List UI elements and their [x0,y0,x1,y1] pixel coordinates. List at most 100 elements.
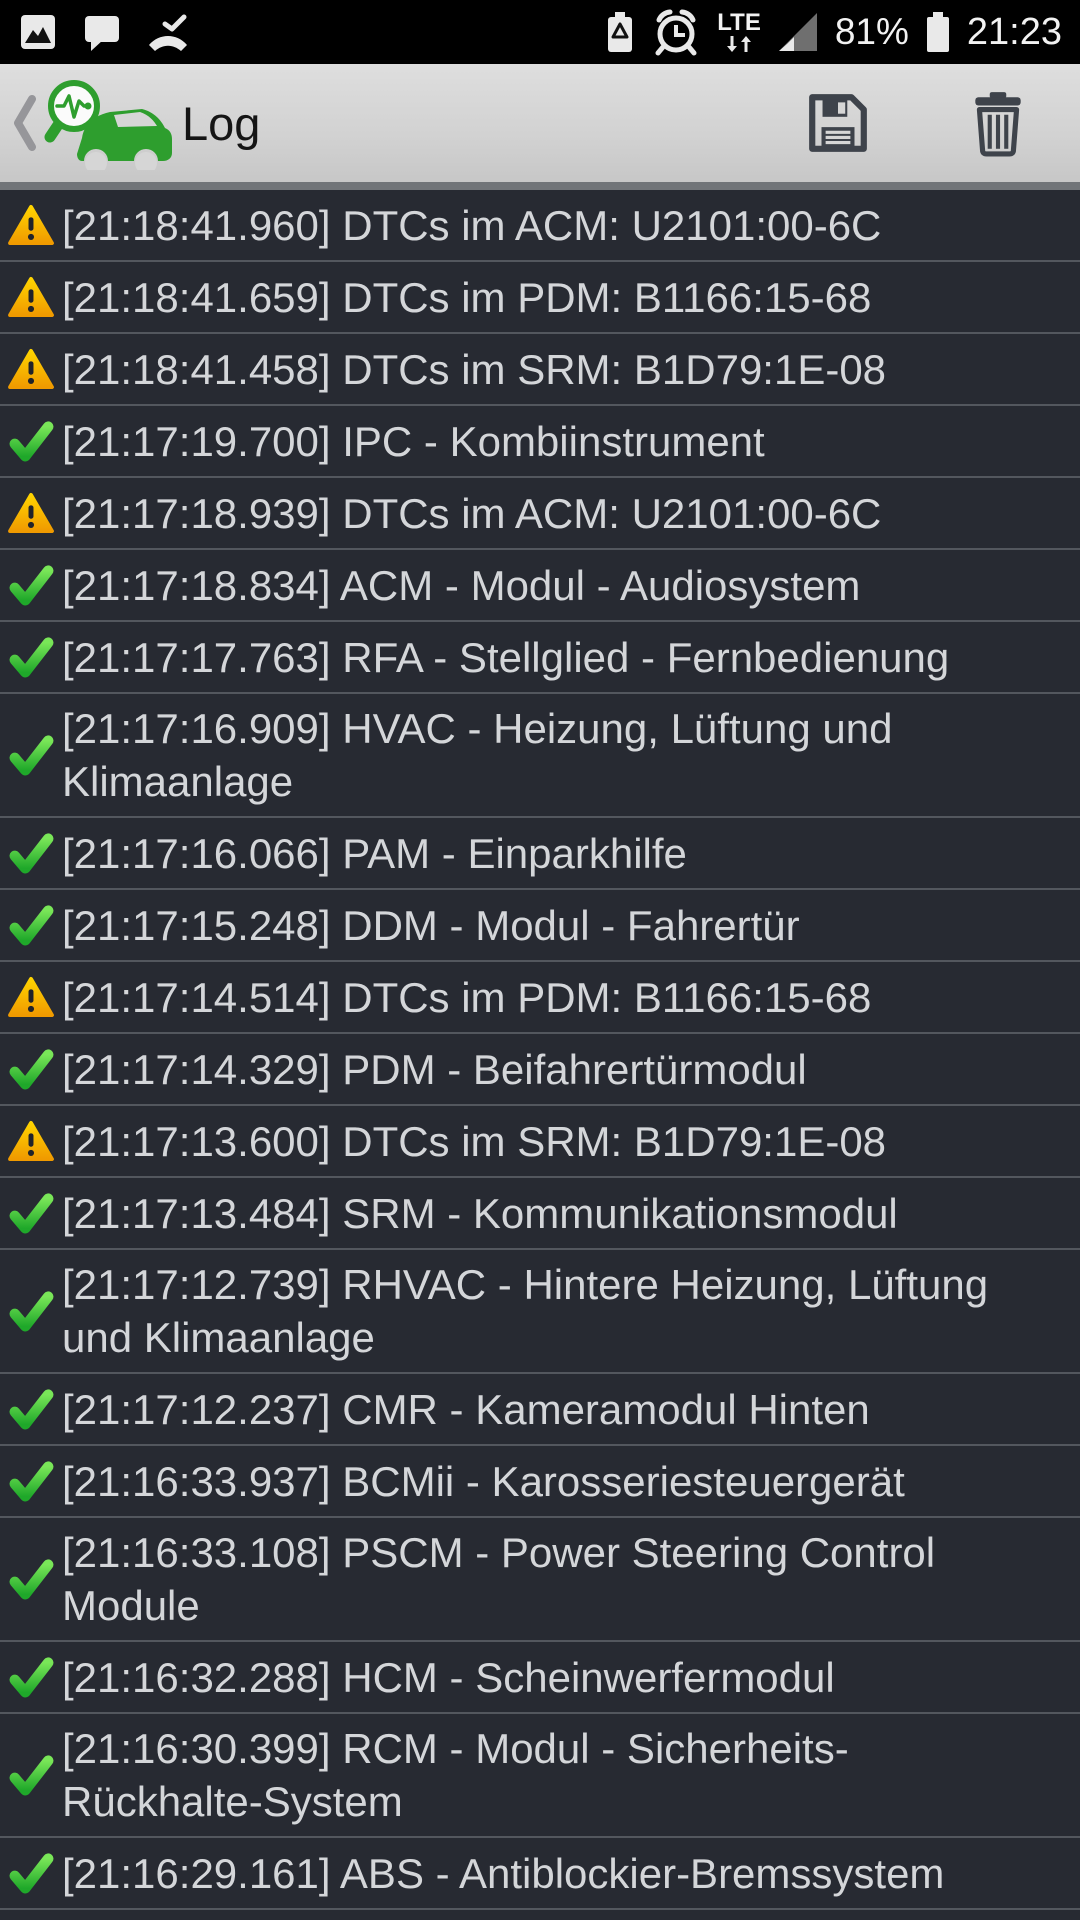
status-icon [8,1048,62,1090]
success-icon [9,1461,54,1502]
app-logo-car-diagnostic-icon [44,80,172,170]
log-entry-text: [21:17:12.739] RHVAC - Hintere Heizung, … [62,1261,989,1361]
clear-log-button[interactable] [962,80,1034,166]
log-entry[interactable]: [21:16:32.288] HCM - Scheinwerfermodul [0,1642,1080,1714]
log-entry[interactable]: [21:16:33.937] BCMii - Karosseriesteuerg… [0,1446,1080,1518]
status-icon [8,492,62,534]
log-entry[interactable]: [21:18:41.659] DTCs im PDM: B1166:15-68 [0,262,1080,334]
success-icon [9,735,54,776]
log-entry[interactable]: [21:17:16.066] PAM - Einparkhilfe [0,818,1080,890]
success-icon [9,1389,54,1430]
log-entry-text: [21:18:41.960] DTCs im ACM: U2101:00-6C [62,201,882,249]
log-entry-text: [21:17:18.834] ACM - Modul - Audiosystem [62,561,861,609]
log-entry-text: [21:18:41.458] DTCs im SRM: B1D79:1E-08 [62,345,887,393]
data-activity-arrows-icon [727,36,752,52]
success-icon [9,905,54,946]
status-icon [8,1852,62,1894]
status-icon [8,1290,62,1332]
save-icon [809,94,867,152]
log-entry-text: [21:16:29.161] ABS - Antiblockier-Bremss… [62,1849,945,1897]
log-entry-text: [21:16:32.288] HCM - Scheinwerfermodul [62,1653,835,1701]
log-entry-text: [21:17:17.763] RFA - Stellglied - Fernbe… [62,633,950,681]
log-entry[interactable]: [21:17:14.514] DTCs im PDM: B1166:15-68 [0,962,1080,1034]
log-entry[interactable]: [21:18:41.458] DTCs im SRM: B1D79:1E-08 [0,334,1080,406]
success-icon [9,637,54,678]
log-entry[interactable]: [21:17:12.739] RHVAC - Hintere Heizung, … [0,1250,1080,1374]
log-entry-text: [21:17:12.237] CMR - Kameramodul Hinten [62,1385,870,1433]
status-icon [8,348,62,390]
log-list: [21:18:41.960] DTCs im ACM: U2101:00-6C … [0,190,1080,1910]
signal-icon [778,13,817,51]
log-entry[interactable]: [21:18:41.960] DTCs im ACM: U2101:00-6C [0,190,1080,262]
log-entry-text: [21:17:15.248] DDM - Modul - Fahrertür [62,901,800,949]
status-icon [8,420,62,462]
log-entry[interactable]: [21:17:18.834] ACM - Modul - Audiosystem [0,550,1080,622]
log-entry-text: [21:16:33.108] PSCM - Power Steering Con… [62,1529,936,1629]
log-entry-text: [21:17:14.329] PDM - Beifahrertürmodul [62,1045,807,1093]
warning-icon [8,492,54,534]
delete-icon [975,92,1021,157]
success-icon [9,1559,54,1600]
success-icon [9,1291,54,1332]
log-entry[interactable]: [21:17:18.939] DTCs im ACM: U2101:00-6C [0,478,1080,550]
log-entry-text: [21:17:13.600] DTCs im SRM: B1D79:1E-08 [62,1117,887,1165]
log-entry-text: [21:17:13.484] SRM - Kommunikationsmodul [62,1189,898,1237]
battery-percent-label: 81% [834,11,909,52]
log-entry[interactable]: [21:16:29.161] ABS - Antiblockier-Bremss… [0,1838,1080,1910]
status-bar: LTE 81% 21:23 [0,0,1080,64]
log-entry[interactable]: [21:17:15.248] DDM - Modul - Fahrertür [0,890,1080,962]
screenshot-icon [21,15,55,49]
log-entry[interactable]: [21:17:14.329] PDM - Beifahrertürmodul [0,1034,1080,1106]
status-bar-notifications [18,12,190,52]
log-entry[interactable]: [21:17:12.237] CMR - Kameramodul Hinten [0,1374,1080,1446]
log-entry[interactable]: [21:16:33.108] PSCM - Power Steering Con… [0,1518,1080,1642]
success-icon [9,565,54,606]
success-icon [9,421,54,462]
log-entry-text: [21:16:33.937] BCMii - Karosseriesteuerg… [62,1457,905,1505]
battery-icon [926,12,949,52]
log-entry[interactable]: [21:17:19.700] IPC - Kombiinstrument [0,406,1080,478]
log-entry-text: [21:17:14.514] DTCs im PDM: B1166:15-68 [62,973,872,1021]
warning-icon [8,1120,54,1162]
status-icon [8,1460,62,1502]
clock-label: 21:23 [966,10,1062,53]
lte-icon: LTE [717,11,761,53]
status-icon [8,904,62,946]
alarm-icon [655,9,697,56]
battery-saver-icon [608,12,633,52]
status-icon [8,1558,62,1600]
status-icon [8,832,62,874]
log-entry[interactable]: [21:17:13.600] DTCs im SRM: B1D79:1E-08 [0,1106,1080,1178]
success-icon [9,1657,54,1698]
log-entry[interactable]: [21:17:17.763] RFA - Stellglied - Fernbe… [0,622,1080,694]
status-icon [8,204,62,246]
status-bar-indicators: LTE 81% 21:23 [605,8,1062,56]
toolbar: Log [0,64,1080,190]
log-entry-text: [21:17:16.909] HVAC - Heizung, Lüftung u… [62,705,893,805]
log-entry-text: [21:17:19.700] IPC - Kombiinstrument [62,417,765,465]
status-icon [8,976,62,1018]
back-button[interactable] [8,78,42,168]
log-entry-text: [21:18:41.659] DTCs im PDM: B1166:15-68 [62,273,872,321]
status-icon [8,276,62,318]
log-entry[interactable]: [21:16:30.399] RCM - Modul - Sicherheits… [0,1714,1080,1838]
log-entry[interactable]: [21:17:13.484] SRM - Kommunikationsmodul [0,1178,1080,1250]
status-icon [8,1754,62,1796]
missed-call-icon [149,14,187,51]
warning-icon [8,348,54,390]
save-log-button[interactable] [802,80,874,166]
log-entry-text: [21:16:30.399] RCM - Modul - Sicherheits… [62,1725,849,1825]
log-entry[interactable]: [21:17:16.909] HVAC - Heizung, Lüftung u… [0,694,1080,818]
success-icon [9,1755,54,1796]
warning-icon [8,204,54,246]
status-icon [8,1192,62,1234]
success-icon [9,1853,54,1894]
status-icon [8,564,62,606]
warning-icon [8,976,54,1018]
success-icon [9,833,54,874]
page-title: Log [182,96,261,150]
warning-icon [8,276,54,318]
status-icon [8,1656,62,1698]
message-icon [85,16,119,51]
